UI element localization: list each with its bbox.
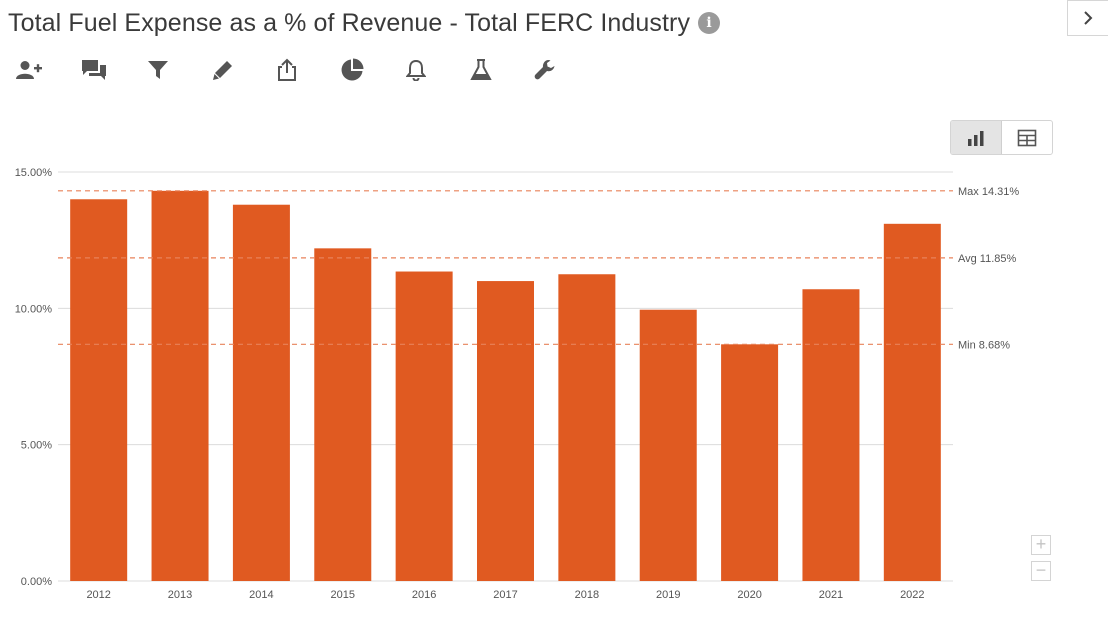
settings-button[interactable]	[530, 55, 560, 85]
lab-button[interactable]	[466, 55, 496, 85]
bar	[151, 190, 209, 581]
x-tick-label: 2019	[656, 589, 680, 601]
x-tick-label: 2017	[493, 589, 517, 601]
table-icon	[1017, 129, 1037, 146]
x-tick-label: 2020	[737, 589, 761, 601]
x-tick-label: 2016	[412, 589, 436, 601]
pie-chart-icon	[341, 58, 363, 81]
wrench-icon	[534, 59, 555, 80]
table-view-button[interactable]	[1002, 121, 1052, 154]
reference-line-label: Min 8.68%	[958, 339, 1010, 351]
comments-icon	[81, 60, 106, 80]
bar	[477, 281, 534, 581]
add-user-icon	[16, 61, 42, 79]
y-tick-label: 10.00%	[15, 303, 53, 315]
bar	[70, 199, 128, 581]
bar	[558, 274, 616, 581]
info-icon[interactable]: i	[698, 12, 721, 34]
title-row: Total Fuel Expense as a % of Revenue - T…	[8, 6, 721, 40]
chart-view-button[interactable]	[951, 121, 1002, 154]
flask-icon	[469, 59, 492, 80]
bar	[883, 223, 941, 581]
bar	[395, 271, 453, 581]
edit-button[interactable]	[208, 55, 238, 85]
share-button[interactable]	[272, 55, 302, 85]
x-tick-label: 2012	[86, 589, 110, 601]
x-tick-label: 2018	[575, 589, 599, 601]
pie-chart-button[interactable]	[337, 55, 367, 85]
x-tick-label: 2021	[819, 589, 843, 601]
y-tick-label: 0.00%	[21, 576, 52, 588]
filter-button[interactable]	[143, 55, 173, 85]
x-tick-label: 2014	[249, 589, 273, 601]
expand-panel-button[interactable]	[1067, 0, 1108, 36]
y-tick-label: 15.00%	[15, 167, 53, 179]
y-tick-label: 5.00%	[21, 440, 52, 452]
comments-button[interactable]	[79, 55, 109, 85]
bar	[802, 289, 860, 581]
share-icon	[278, 58, 296, 81]
view-toggle	[950, 120, 1053, 155]
page-title: Total Fuel Expense as a % of Revenue - T…	[8, 8, 691, 37]
pencil-icon	[212, 61, 232, 80]
bar	[721, 344, 779, 581]
toolbar	[14, 55, 595, 85]
bar-chart-icon	[968, 130, 984, 146]
zoom-in-button[interactable]: +	[1031, 535, 1051, 555]
zoom-out-button[interactable]: −	[1031, 561, 1051, 581]
bar	[314, 248, 372, 581]
alerts-button[interactable]	[401, 55, 431, 85]
reference-line-label: Max 14.31%	[958, 186, 1019, 198]
filter-icon	[148, 61, 168, 79]
bar	[232, 204, 290, 581]
bar	[639, 309, 697, 581]
x-tick-label: 2022	[900, 589, 924, 601]
chevron-right-icon	[1084, 11, 1093, 25]
add-user-button[interactable]	[14, 55, 44, 85]
x-tick-label: 2015	[331, 589, 355, 601]
bell-icon	[406, 59, 426, 81]
x-tick-label: 2013	[168, 589, 192, 601]
reference-line-label: Avg 11.85%	[958, 253, 1017, 265]
